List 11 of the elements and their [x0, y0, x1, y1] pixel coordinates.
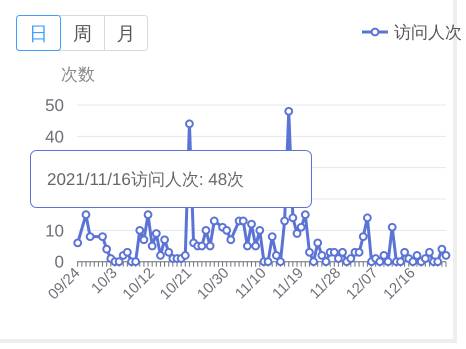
- y-tick-label: 50: [45, 96, 64, 115]
- y-tick-label: 0: [54, 252, 64, 272]
- x-tick-label: 10/3: [88, 264, 121, 298]
- text: 月: [116, 24, 136, 45]
- y-axis-title: 次数: [61, 65, 95, 84]
- y-tick-label: 10: [45, 221, 64, 240]
- legend-label: 访问人次: [394, 23, 462, 42]
- y-tick-label: 40: [45, 127, 64, 146]
- text: 日: [29, 24, 48, 45]
- annotation: 2021/11/16访问人次: 48次: [47, 170, 244, 189]
- text: 周: [73, 24, 92, 45]
